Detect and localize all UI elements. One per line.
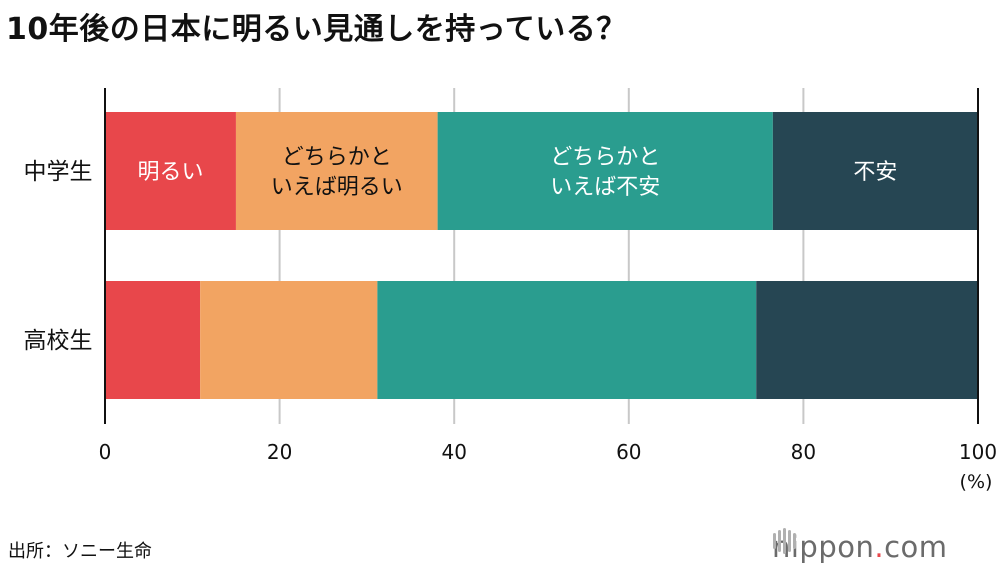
bar-segment [772,112,978,230]
source-note: 出所：ソニー生命 [8,541,152,562]
bar-segment [377,281,757,399]
bar-segment [105,281,201,399]
brand-dot: . [874,530,885,564]
x-unit-label: (%) [960,471,993,493]
series-label: どちらかといえば明るい [271,145,403,200]
brand-tld: com [884,530,948,564]
series-label-line: いえば明るい [271,175,403,200]
bar-segment [105,112,236,230]
bar-segment [437,112,773,230]
x-tick-label: 0 [99,440,112,464]
x-tick-label: 100 [959,440,997,464]
series-label-line: 明るい [137,160,203,185]
bar-segment [235,112,438,230]
series-label-line: いえば不安 [550,175,660,200]
series-label-line: どちらかと [550,145,660,170]
x-tick-label: 20 [267,440,292,464]
series-label-line: どちらかと [282,145,392,170]
category-label: 中学生 [24,159,93,185]
x-tick-label: 40 [441,440,466,464]
chart-title: 10年後の日本に明るい見通しを持っている？ [6,12,627,47]
series-label: 明るい [137,160,203,185]
x-tick-label: 80 [791,440,816,464]
bar-segment [756,281,978,399]
series-label: 不安 [853,160,897,185]
brand-mark-icon [773,528,796,554]
x-tick-label: 60 [616,440,641,464]
category-label: 高校生 [24,328,93,354]
brand-wordmark: nippon.com [772,530,948,564]
series-label: どちらかといえば不安 [550,145,660,200]
bar-segment [200,281,378,399]
series-label-line: 不安 [853,160,897,185]
nippon-logo: nippon.com [772,528,948,566]
